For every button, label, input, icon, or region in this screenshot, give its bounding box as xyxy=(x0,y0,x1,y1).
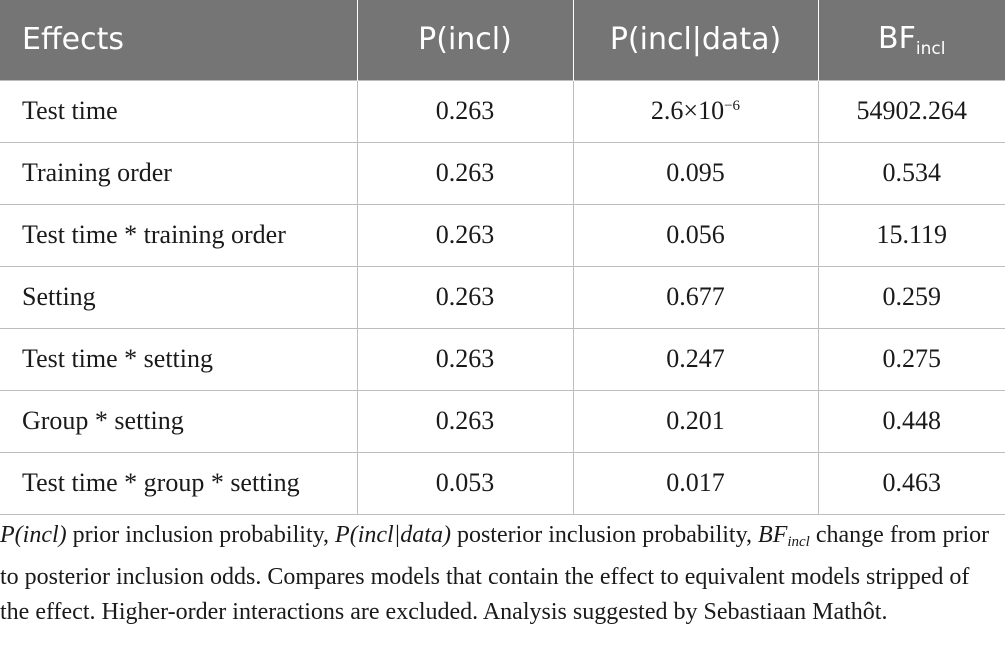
cell-p-incl: 0.053 xyxy=(356,451,573,515)
cell-bf-incl: 0.275 xyxy=(817,327,1005,390)
header-p-incl: P(incl) xyxy=(356,0,573,80)
cell-p-incl-data: 0.056 xyxy=(572,203,818,266)
cell-bf-incl: 15.119 xyxy=(817,203,1005,266)
header-effects: Effects xyxy=(0,0,357,80)
cell-p-incl-data: 0.677 xyxy=(572,265,818,328)
cell-bf-incl: 0.534 xyxy=(817,141,1005,204)
cell-effect: Setting xyxy=(0,265,357,328)
cell-effect: Test time xyxy=(0,79,357,142)
header-p-incl-data: P(incl|data) xyxy=(572,0,818,80)
table-row: Test time * training order 0.263 0.056 15.1… xyxy=(0,203,1005,266)
cell-p-incl-data-value: 0.095 xyxy=(666,158,725,187)
footnote-desc-prior: prior inclusion probability, xyxy=(66,522,336,548)
table-footnote: P(incl) prior inclusion probability, P(i… xyxy=(0,518,1000,630)
footnote-term-bf-subscript: incl xyxy=(787,534,810,550)
table-row: Setting 0.263 0.677 0.259 xyxy=(0,265,1005,328)
footnote-term-bf: BF xyxy=(758,522,788,548)
table-row: Group * setting 0.263 0.201 0.448 xyxy=(0,389,1005,452)
cell-p-incl: 0.263 xyxy=(356,389,573,452)
cell-bf-incl: 0.259 xyxy=(817,265,1005,328)
cell-effect: Training order xyxy=(0,141,357,204)
cell-effect: Group * setting xyxy=(0,389,357,452)
table-row: Training order 0.263 0.095 0.534 xyxy=(0,141,1005,204)
cell-bf-incl: 54902.264 xyxy=(817,79,1005,142)
cell-p-incl-data-value: 0.677 xyxy=(666,282,725,311)
cell-p-incl: 0.263 xyxy=(356,203,573,266)
cell-effect: Test time * setting xyxy=(0,327,357,390)
cell-p-incl: 0.263 xyxy=(356,79,573,142)
table-row: Test time 0.263 2.6×10−6 54902.264 xyxy=(0,79,1005,142)
cell-p-incl: 0.263 xyxy=(356,141,573,204)
table-header: Effects P(incl) P(incl|data) BFincl xyxy=(0,0,1005,80)
cell-bf-incl: 0.463 xyxy=(817,451,1005,515)
cell-p-incl-data-value: 0.017 xyxy=(666,468,725,497)
cell-p-incl-data: 2.6×10−6 xyxy=(572,79,818,142)
cell-effect: Test time * training order xyxy=(0,203,357,266)
cell-p-incl-data-value: 0.201 xyxy=(666,406,725,435)
cell-p-incl-data: 0.201 xyxy=(572,389,818,452)
footnote-desc-bf: change from prior to posterior inclusion… xyxy=(0,522,990,625)
table-body: Test time 0.263 2.6×10−6 54902.264 Training … xyxy=(0,79,1005,515)
cell-bf-incl: 0.448 xyxy=(817,389,1005,452)
results-table-container: Effects P(incl) P(incl|data) BFincl Test… xyxy=(0,0,1005,515)
footnote-desc-posterior: posterior inclusion probability, xyxy=(450,522,759,548)
header-bf-incl: BFincl xyxy=(817,0,1005,80)
inclusion-probability-table: Effects P(incl) P(incl|data) BFincl Test… xyxy=(0,0,1005,515)
footnote-term-p-incl: P(incl) xyxy=(0,522,67,548)
cell-p-incl: 0.263 xyxy=(356,327,573,390)
cell-p-incl: 0.263 xyxy=(356,265,573,328)
table-row: Test time * group * setting 0.053 0.017 0.4… xyxy=(0,451,1005,515)
table-row: Test time * setting 0.263 0.247 0.275 xyxy=(0,327,1005,390)
cell-p-incl-data-value: 2.6×10 xyxy=(650,96,725,125)
footnote-term-p-incl-data: P(incl|data) xyxy=(335,522,451,548)
cell-p-incl-data-exponent: −6 xyxy=(724,98,741,114)
header-row: Effects P(incl) P(incl|data) BFincl xyxy=(0,0,1005,80)
cell-p-incl-data-value: 0.056 xyxy=(666,220,725,249)
cell-effect: Test time * group * setting xyxy=(0,451,357,515)
header-bf-main: BF xyxy=(878,20,916,56)
cell-p-incl-data-value: 0.247 xyxy=(666,344,725,373)
cell-p-incl-data: 0.247 xyxy=(572,327,818,390)
cell-p-incl-data: 0.095 xyxy=(572,141,818,204)
header-bf-subscript: incl xyxy=(915,38,946,59)
cell-p-incl-data: 0.017 xyxy=(572,451,818,515)
